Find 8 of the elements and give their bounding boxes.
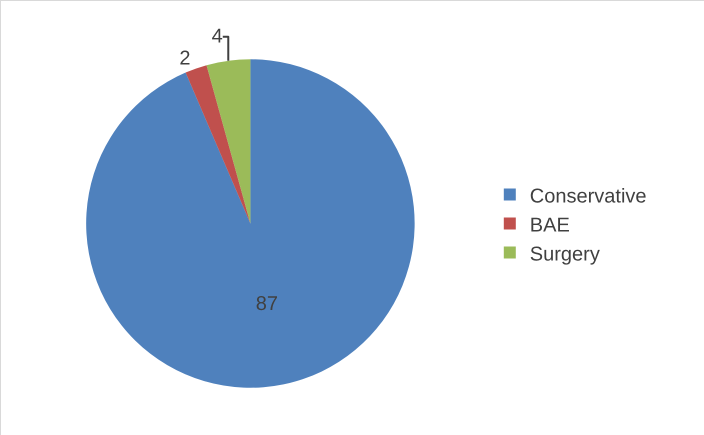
data-label: 2 [179, 48, 190, 70]
pie-slice [206, 59, 250, 224]
legend-label: BAE [530, 214, 570, 236]
data-label: 87 [256, 292, 278, 315]
legend-label: Surgery [530, 243, 600, 266]
pie-slice [186, 65, 250, 224]
data-label: 4 [212, 26, 223, 48]
legend-label: Conservative [530, 185, 647, 208]
